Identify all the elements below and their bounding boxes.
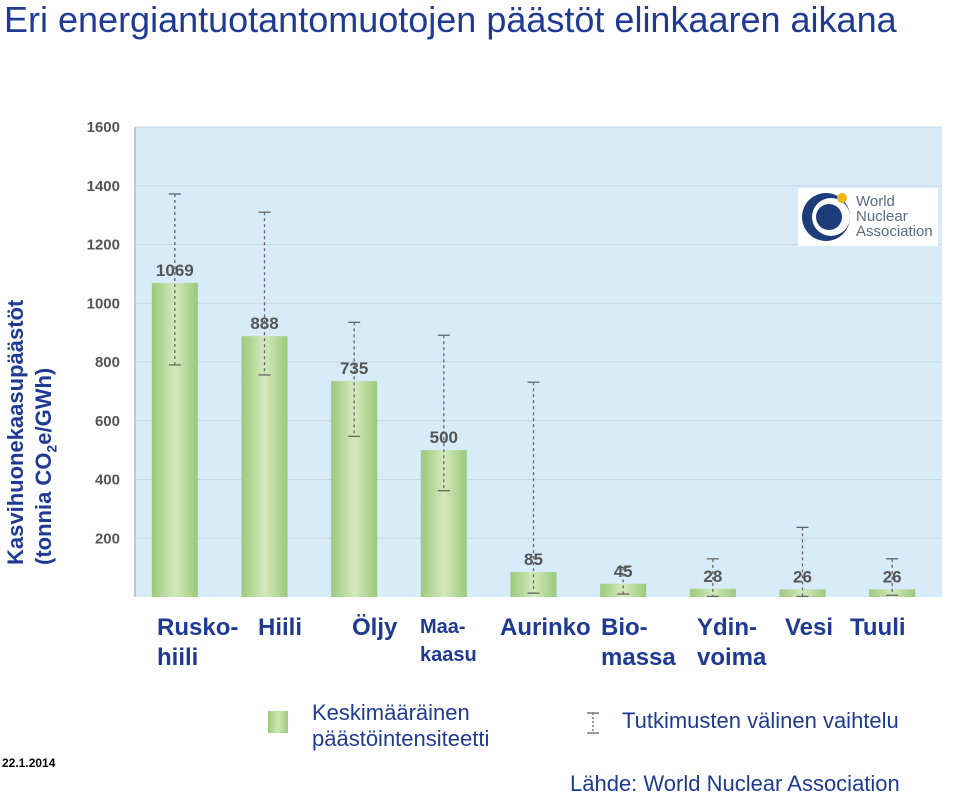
bar [420,450,467,597]
data-label: 26 [883,567,902,586]
y-tick-label: 400 [95,472,120,489]
x-tick-label: Aurinko [500,614,591,641]
y-tick-label: 600 [95,413,120,430]
page-title: Eri energiantuotantomuotojen päästöt eli… [4,0,897,40]
bar [241,336,288,597]
legend-range-label: Tutkimusten välinen vaihtelu [622,708,899,733]
data-label: 1069 [156,261,194,280]
x-tick-label: Bio- massa [601,614,676,671]
bar [779,589,826,597]
x-tick-label: Hiili [258,614,303,641]
y-tick-label: 1400 [87,178,120,195]
legend-mean-swatch [268,711,288,733]
x-tick-label: Öljy [352,614,398,641]
bar [600,583,647,597]
y-tick-label: 1600 [87,119,120,136]
x-tick-label: Rusko- hiili [157,614,239,671]
x-tick-label: Tuuli [850,614,906,641]
wna-logo-text: World Nuclear Association [856,193,933,240]
legend-mean-label: Keskimääräinen päästöintensiteetti [312,700,490,751]
data-label: 28 [703,567,722,586]
y-tick-label: 1000 [87,295,120,312]
x-tick-label: Vesi [785,614,834,641]
data-label: 45 [614,562,633,581]
y-tick-label: 200 [95,530,120,547]
bar [151,282,198,597]
bar [331,381,378,597]
bar [689,588,736,597]
data-label: 500 [430,428,458,447]
y-tick-label: 800 [95,354,120,371]
data-label: 26 [793,567,812,586]
x-tick-label: Maa- kaasu [420,616,477,666]
bar [869,589,916,597]
data-label: 888 [250,314,278,333]
y-tick-label: 1200 [87,237,120,254]
source-label: Lähde: World Nuclear Association [570,771,900,796]
data-label: 735 [340,359,368,378]
data-label: 85 [524,550,543,569]
x-tick-label: Ydin- voima [697,614,767,671]
wna-logo [798,188,938,246]
date-label: 22.1.2014 [2,756,56,770]
legend-range-icon [587,712,599,734]
